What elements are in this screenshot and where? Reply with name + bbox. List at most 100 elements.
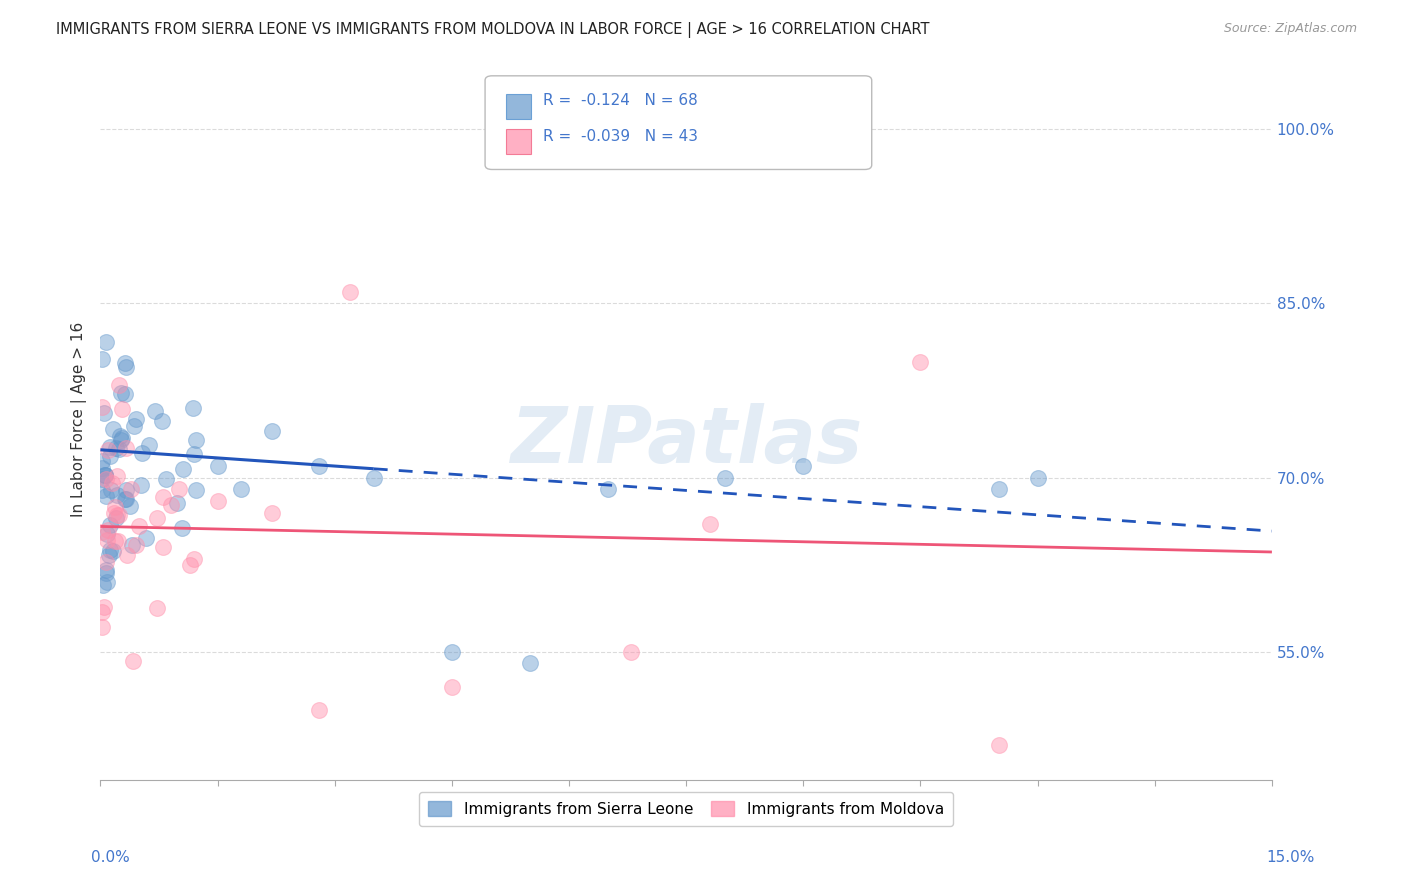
- Y-axis label: In Labor Force | Age > 16: In Labor Force | Age > 16: [72, 322, 87, 517]
- Immigrants from Sierra Leone: [91, 483, 114, 497]
- Immigrants from Sierra Leone: [229, 483, 252, 497]
- Immigrants from Moldova: [145, 510, 167, 524]
- Immigrants from Sierra Leone: [105, 441, 128, 455]
- Immigrants from Sierra Leone: [108, 442, 131, 457]
- Immigrants from Sierra Leone: [129, 478, 152, 492]
- Text: R =  -0.124   N = 68: R = -0.124 N = 68: [543, 94, 697, 108]
- Immigrants from Sierra Leone: [94, 334, 117, 349]
- Immigrants from Sierra Leone: [987, 483, 1010, 497]
- Immigrants from Moldova: [103, 506, 125, 520]
- Immigrants from Moldova: [96, 533, 118, 547]
- Immigrants from Moldova: [159, 498, 181, 512]
- Immigrants from Sierra Leone: [186, 483, 208, 497]
- Immigrants from Sierra Leone: [714, 471, 737, 485]
- Immigrants from Sierra Leone: [94, 468, 117, 483]
- Immigrants from Sierra Leone: [110, 385, 132, 400]
- Immigrants from Sierra Leone: [125, 412, 148, 426]
- Immigrants from Moldova: [91, 605, 114, 619]
- Immigrants from Moldova: [128, 518, 150, 533]
- Immigrants from Sierra Leone: [792, 458, 814, 473]
- Immigrants from Sierra Leone: [596, 483, 619, 497]
- Immigrants from Moldova: [207, 494, 229, 508]
- Immigrants from Sierra Leone: [122, 418, 145, 433]
- Immigrants from Sierra Leone: [91, 460, 114, 475]
- Immigrants from Sierra Leone: [150, 414, 173, 428]
- Immigrants from Moldova: [104, 534, 127, 549]
- Immigrants from Sierra Leone: [1026, 471, 1049, 485]
- Immigrants from Sierra Leone: [91, 454, 114, 468]
- Immigrants from Sierra Leone: [94, 566, 117, 580]
- Immigrants from Sierra Leone: [103, 421, 125, 435]
- Immigrants from Sierra Leone: [440, 645, 463, 659]
- Immigrants from Sierra Leone: [145, 404, 167, 418]
- Immigrants from Sierra Leone: [91, 472, 114, 486]
- Immigrants from Sierra Leone: [104, 511, 127, 525]
- Immigrants from Sierra Leone: [120, 500, 142, 514]
- Immigrants from Moldova: [91, 524, 114, 539]
- Immigrants from Sierra Leone: [96, 526, 118, 541]
- Immigrants from Moldova: [122, 654, 145, 668]
- Immigrants from Sierra Leone: [98, 517, 121, 532]
- Immigrants from Sierra Leone: [100, 483, 122, 497]
- Immigrants from Sierra Leone: [135, 531, 157, 545]
- Text: 15.0%: 15.0%: [1267, 850, 1315, 865]
- Immigrants from Moldova: [183, 552, 205, 566]
- Immigrants from Sierra Leone: [166, 496, 188, 510]
- Immigrants from Sierra Leone: [110, 433, 132, 447]
- Immigrants from Moldova: [115, 441, 138, 455]
- Immigrants from Moldova: [179, 558, 201, 573]
- Immigrants from Sierra Leone: [94, 563, 117, 577]
- Legend: Immigrants from Sierra Leone, Immigrants from Moldova: Immigrants from Sierra Leone, Immigrants…: [419, 792, 953, 826]
- Immigrants from Moldova: [308, 703, 330, 717]
- Immigrants from Moldova: [699, 517, 721, 532]
- Immigrants from Moldova: [93, 600, 115, 615]
- Immigrants from Moldova: [167, 483, 190, 497]
- Text: R =  -0.039   N = 43: R = -0.039 N = 43: [543, 129, 697, 144]
- Immigrants from Sierra Leone: [93, 406, 115, 420]
- Immigrants from Sierra Leone: [98, 449, 121, 463]
- Immigrants from Moldova: [620, 645, 643, 659]
- Immigrants from Moldova: [440, 680, 463, 694]
- Immigrants from Moldova: [107, 508, 129, 522]
- Immigrants from Sierra Leone: [114, 491, 136, 506]
- Immigrants from Sierra Leone: [105, 488, 128, 502]
- Immigrants from Sierra Leone: [115, 491, 138, 506]
- Immigrants from Moldova: [97, 524, 120, 538]
- Immigrants from Sierra Leone: [94, 468, 117, 483]
- Immigrants from Sierra Leone: [184, 433, 207, 447]
- Immigrants from Sierra Leone: [101, 544, 124, 558]
- Immigrants from Sierra Leone: [114, 356, 136, 370]
- Immigrants from Sierra Leone: [97, 548, 120, 562]
- Immigrants from Moldova: [94, 555, 117, 569]
- Immigrants from Moldova: [152, 541, 174, 555]
- Immigrants from Sierra Leone: [115, 359, 138, 374]
- Immigrants from Sierra Leone: [131, 446, 153, 460]
- Immigrants from Moldova: [105, 469, 128, 483]
- Immigrants from Sierra Leone: [96, 575, 118, 590]
- Immigrants from Sierra Leone: [98, 440, 121, 454]
- Immigrants from Moldova: [94, 472, 117, 486]
- Immigrants from Moldova: [262, 506, 284, 520]
- Immigrants from Sierra Leone: [363, 471, 385, 485]
- Immigrants from Moldova: [145, 600, 167, 615]
- Immigrants from Sierra Leone: [181, 401, 204, 415]
- Immigrants from Sierra Leone: [170, 521, 193, 535]
- Text: Source: ZipAtlas.com: Source: ZipAtlas.com: [1223, 22, 1357, 36]
- Immigrants from Moldova: [91, 400, 114, 414]
- Immigrants from Sierra Leone: [262, 424, 284, 438]
- Immigrants from Sierra Leone: [121, 538, 143, 552]
- Immigrants from Moldova: [120, 482, 142, 496]
- Text: ZIPatlas: ZIPatlas: [510, 403, 862, 479]
- Immigrants from Sierra Leone: [114, 483, 136, 498]
- Immigrants from Sierra Leone: [308, 458, 330, 473]
- Immigrants from Moldova: [910, 354, 932, 368]
- Immigrants from Sierra Leone: [98, 543, 121, 558]
- Immigrants from Sierra Leone: [94, 489, 117, 503]
- Immigrants from Moldova: [111, 402, 134, 417]
- Immigrants from Moldova: [97, 442, 120, 457]
- Immigrants from Sierra Leone: [172, 462, 194, 476]
- Immigrants from Sierra Leone: [519, 657, 541, 671]
- Immigrants from Moldova: [103, 500, 125, 514]
- Immigrants from Moldova: [339, 285, 361, 299]
- Immigrants from Moldova: [107, 533, 129, 548]
